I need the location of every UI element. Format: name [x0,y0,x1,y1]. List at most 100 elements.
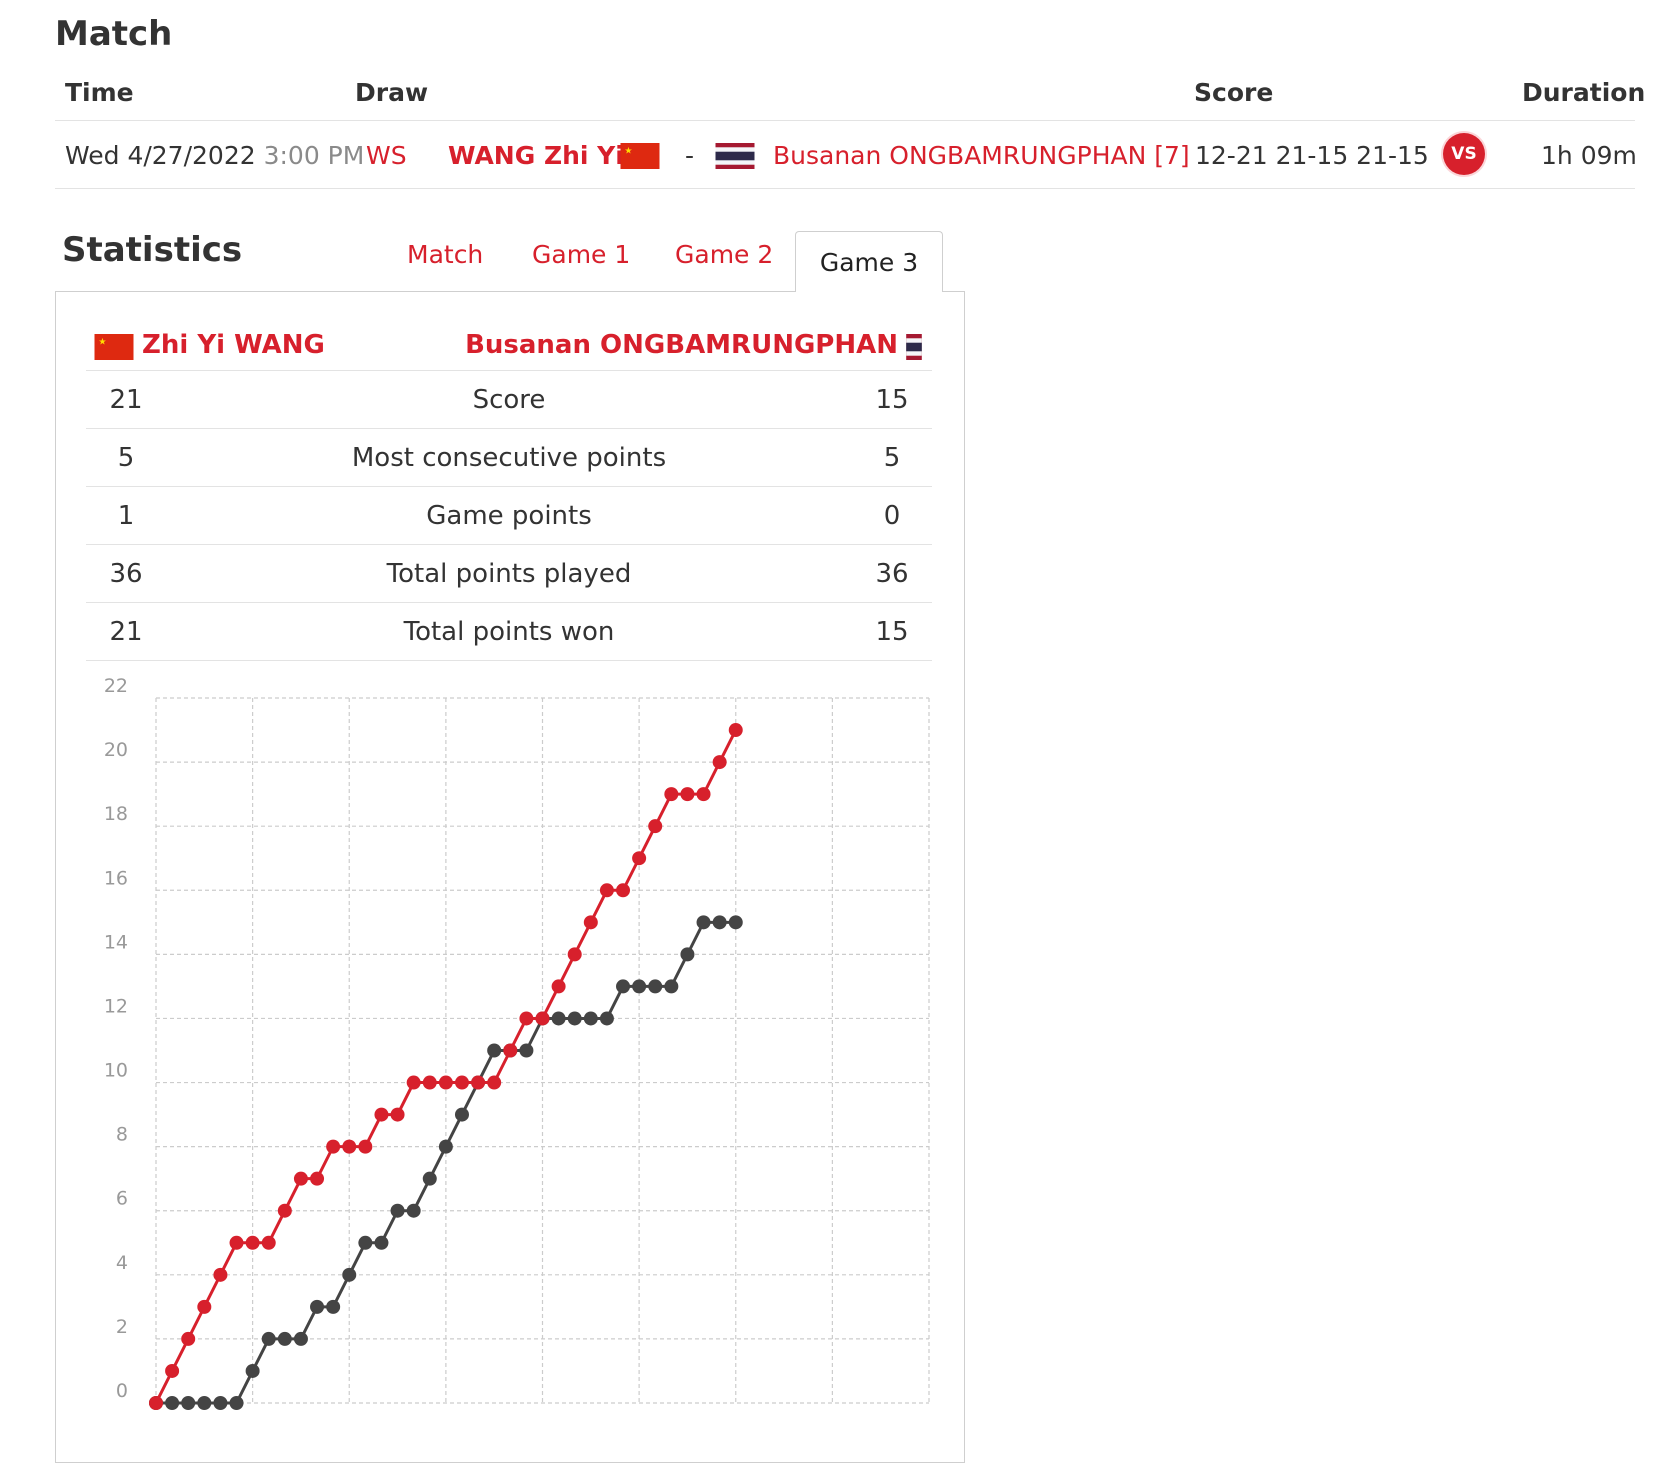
data-point [454,1075,469,1090]
data-point [181,1331,196,1346]
data-point [374,1235,389,1250]
stat-label: Total points played [386,559,632,589]
data-point [326,1299,341,1314]
match-title: Match [55,14,173,54]
player-left-name[interactable]: Zhi Yi WANG [142,330,325,360]
data-point [648,819,663,834]
svg-text:★: ★ [98,337,106,347]
data-point [197,1396,212,1410]
stat-label: Score [472,385,546,415]
stat-row-total-played: 36 Total points played 36 [86,545,932,603]
data-point [487,1043,502,1058]
data-point [583,915,598,930]
y-tick-label: 8 [116,1124,128,1146]
stat-left-value: 21 [109,385,143,415]
players-row: ★ Zhi Yi WANG Busanan ONGBAMRUNGPHAN [86,320,932,371]
header-draw: Draw [355,78,429,107]
data-point [277,1203,292,1218]
data-point [310,1299,325,1314]
stat-label: Most consecutive points [351,443,667,473]
data-point [390,1107,405,1122]
data-point [342,1267,357,1282]
stat-right-value: 15 [875,617,909,647]
data-point [326,1139,341,1154]
y-tick-label: 4 [116,1252,128,1274]
data-point [519,1043,534,1058]
data-point [664,979,679,994]
thailand-flag-icon [715,143,755,169]
data-point [551,1011,566,1026]
data-point [229,1235,244,1250]
data-point [664,787,679,802]
stat-row-most-consecutive: 5 Most consecutive points 5 [86,429,932,487]
data-point [229,1396,244,1410]
data-point [599,883,614,898]
data-point [197,1299,212,1314]
stat-row-game-points: 1 Game points 0 [86,487,932,545]
svg-text:★: ★ [624,146,632,156]
data-point [293,1331,308,1346]
data-point [712,915,727,930]
stat-label: Total points won [403,617,615,647]
data-point [712,755,727,770]
tab-match[interactable]: Match [407,240,484,269]
y-tick-label: 22 [104,675,128,697]
draw-separator: - [685,141,695,170]
china-flag-icon: ★ [94,334,134,360]
event-link[interactable]: WS [366,141,407,170]
y-tick-label: 14 [104,931,128,953]
player-right-name[interactable]: Busanan ONGBAMRUNGPHAN [465,330,898,360]
data-point [567,1011,582,1026]
data-point [696,787,711,802]
data-point [293,1171,308,1186]
match-row[interactable]: Wed 4/27/2022 3:00 PM WS WANG Zhi Yi ★ -… [55,121,1637,189]
data-point [503,1043,518,1058]
header-score: Score [1194,78,1274,107]
data-point [535,1011,550,1026]
data-point [213,1267,228,1282]
china-flag-icon: ★ [620,143,660,169]
stat-right-value: 0 [883,501,901,531]
tab-game-3[interactable]: Game 3 [795,231,943,292]
data-point [583,1011,598,1026]
data-point [680,787,695,802]
data-point [374,1107,389,1122]
stat-right-value: 36 [875,559,909,589]
y-tick-label: 6 [116,1188,128,1210]
data-point [422,1075,437,1090]
tab-game-2[interactable]: Game 2 [675,240,774,269]
stat-left-value: 36 [109,559,143,589]
match-table-header: Time Draw Score Duration [55,70,1645,121]
data-point [438,1075,453,1090]
data-point [310,1171,325,1186]
stat-left-value: 21 [109,617,143,647]
data-point [406,1075,421,1090]
data-point [406,1203,421,1218]
header-time: Time [65,78,134,107]
stat-row-score: 21 Score 15 [86,371,932,429]
stat-right-value: 15 [875,385,909,415]
stat-left-value: 1 [117,501,135,531]
data-point [342,1139,357,1154]
y-tick-label: 10 [104,1060,128,1082]
data-point [245,1363,260,1378]
y-tick-label: 12 [104,995,128,1017]
data-point [648,979,663,994]
data-point [632,979,647,994]
data-point [149,1396,163,1410]
data-point [632,851,647,866]
data-point [551,979,566,994]
score-progression-chart: 0 2 4 6 8 10 12 14 16 18 20 22 [104,675,930,1410]
statistics-title: Statistics [62,230,243,270]
tab-game-1[interactable]: Game 1 [532,240,631,269]
thailand-flag-icon [906,334,922,360]
vs-badge-icon[interactable]: VS [1443,133,1485,175]
player2-link[interactable]: Busanan ONGBAMRUNGPHAN [7] [773,141,1190,170]
match-time: 3:00 PM [263,141,365,170]
y-tick-label: 20 [104,739,128,761]
player1-link[interactable]: WANG Zhi Yi [448,141,624,170]
data-point [599,1011,614,1026]
match-date: Wed 4/27/2022 3:00 PM [65,141,364,170]
y-tick-label: 2 [116,1316,128,1338]
header-duration: Duration [1522,78,1646,107]
